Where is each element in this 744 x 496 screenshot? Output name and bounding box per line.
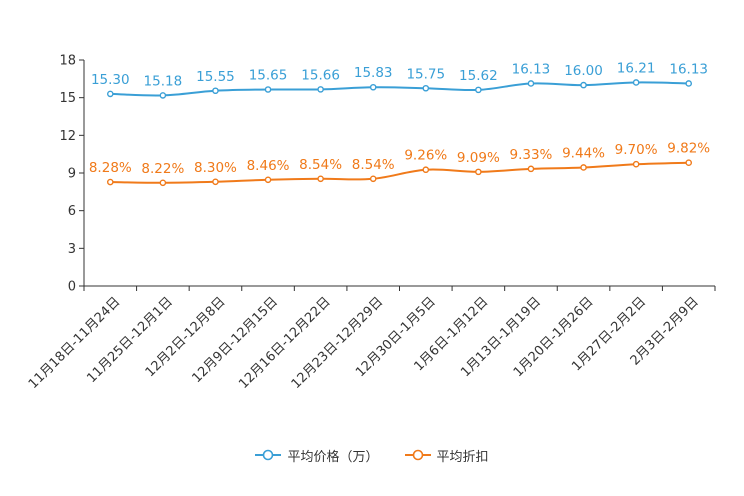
data-label: 15.55 (196, 69, 235, 85)
legend: 平均价格（万） 平均折扣 (0, 444, 744, 466)
y-axis: 0 3 6 9 12 15 18 (59, 54, 85, 295)
y-tick-label: 0 (68, 280, 76, 295)
data-label: 9.44% (562, 145, 605, 161)
legend-item-price[interactable]: 平均价格（万） (255, 446, 379, 465)
x-tick-label: 11月18日-11月24日 (26, 294, 123, 391)
legend-discount-line-icon (404, 449, 431, 461)
legend-item-discount[interactable]: 平均折扣 (404, 446, 489, 465)
data-label: 8.28% (89, 160, 132, 176)
y-tick-label: 18 (59, 54, 76, 69)
data-point[interactable] (422, 84, 430, 92)
series-line-0 (110, 81, 689, 97)
x-tick-label: 12月23日-12月29日 (289, 294, 386, 391)
data-point[interactable] (369, 175, 377, 183)
data-point[interactable] (264, 86, 272, 93)
data-point[interactable] (685, 80, 693, 87)
series-1: 8.28% 8.22% 8.30% 8.46% 8.54% 8.54% 9.26% 9.09%… (89, 141, 710, 187)
data-point[interactable] (317, 86, 324, 93)
data-label: 8.54% (352, 157, 395, 173)
data-point[interactable] (580, 164, 587, 171)
data-label: 8.46% (247, 158, 290, 174)
data-point[interactable] (632, 79, 640, 86)
data-label: 15.75 (406, 66, 445, 82)
data-label: 15.83 (354, 65, 393, 81)
y-tick-label: 12 (59, 129, 76, 144)
data-label: 9.70% (615, 142, 658, 158)
data-point[interactable] (106, 90, 114, 98)
data-label: 15.62 (459, 68, 498, 84)
data-point[interactable] (580, 81, 587, 89)
data-label: 8.54% (299, 157, 342, 173)
series-line-1 (110, 161, 689, 184)
y-tick-label: 3 (68, 242, 76, 257)
data-label: 8.30% (194, 160, 237, 176)
data-point[interactable] (212, 87, 219, 95)
y-tick-label: 15 (59, 91, 76, 106)
x-tick-label: 12月16日-12月22日 (236, 294, 333, 391)
data-label: 16.13 (669, 61, 708, 77)
series-0: 15.30 15.18 15.55 15.65 15.66 15.83 15.75 15.62… (91, 60, 708, 99)
data-label: 15.65 (249, 68, 288, 84)
data-point[interactable] (264, 176, 272, 184)
data-label: 15.18 (144, 73, 183, 89)
legend-price-line-icon (255, 449, 282, 461)
data-point[interactable] (159, 179, 167, 187)
y-tick-label: 6 (68, 204, 76, 219)
data-point[interactable] (527, 80, 535, 87)
x-axis: 11月18日-11月24日11月25日-12月1日12月2日-12月8日12月9… (26, 285, 716, 392)
data-point[interactable] (632, 160, 640, 168)
data-label: 9.09% (457, 150, 500, 166)
series-layer: 15.30 15.18 15.55 15.65 15.66 15.83 15.75 15.62… (89, 60, 710, 187)
y-tick-label: 9 (68, 167, 76, 182)
data-point[interactable] (685, 159, 693, 167)
data-point[interactable] (475, 168, 482, 176)
data-label: 16.13 (512, 61, 551, 77)
data-point[interactable] (527, 165, 535, 173)
data-point[interactable] (159, 92, 167, 99)
data-label: 9.33% (510, 147, 553, 163)
legend-price-label: 平均价格（万） (287, 449, 379, 465)
data-point[interactable] (422, 166, 430, 174)
data-point[interactable] (369, 83, 377, 91)
data-label: 15.66 (301, 67, 340, 83)
data-label: 9.82% (667, 141, 710, 157)
legend-discount-label: 平均折扣 (436, 449, 489, 465)
data-label: 8.22% (141, 161, 184, 177)
data-point[interactable] (212, 178, 219, 186)
data-point[interactable] (317, 175, 324, 183)
data-point[interactable] (475, 86, 482, 94)
data-label: 16.00 (564, 63, 603, 79)
data-label: 16.21 (617, 60, 656, 76)
data-point[interactable] (106, 178, 114, 186)
data-label: 15.30 (91, 72, 130, 88)
data-label: 9.26% (404, 148, 447, 164)
